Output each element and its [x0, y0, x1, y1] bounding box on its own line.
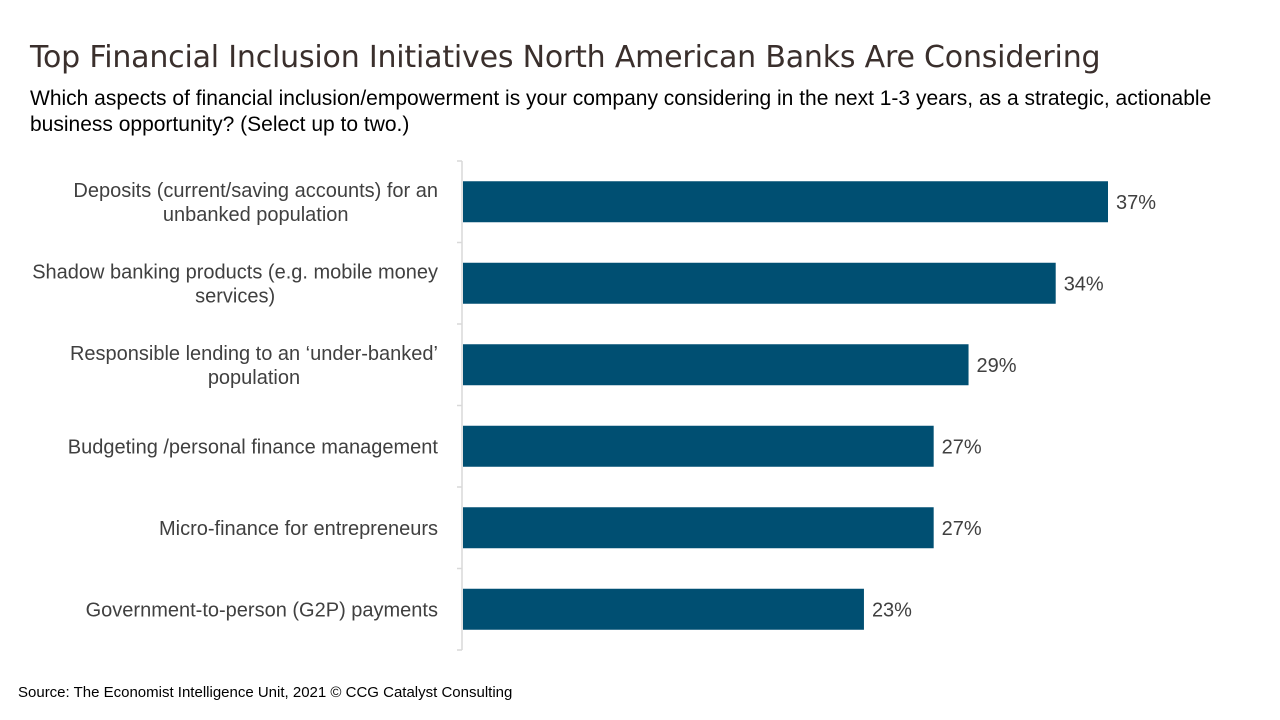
category-label-line: Responsible lending to an ‘under-banked’	[70, 343, 438, 365]
category-label-5: Micro-finance for entrepreneurs	[159, 518, 438, 540]
bar-5	[463, 507, 934, 549]
value-labels: 37% 34% 29% 27% 27% 23%	[872, 192, 1156, 622]
category-label-line: unbanked population	[163, 204, 349, 226]
chart-title: Top Financial Inclusion Initiatives Nort…	[30, 40, 1101, 75]
category-labels: Deposits (current/saving accounts) for a…	[32, 180, 438, 622]
category-label-2: Shadow banking products (e.g. mobile mon…	[32, 261, 438, 307]
value-label-2: 34%	[1064, 273, 1104, 295]
value-label-5: 27%	[942, 518, 982, 540]
bar-4	[463, 425, 934, 467]
value-label-4: 27%	[942, 436, 982, 458]
bar-6	[463, 588, 864, 630]
source-note: Source: The Economist Intelligence Unit,…	[18, 684, 513, 701]
bar-2	[463, 262, 1056, 304]
category-label-line: Shadow banking products (e.g. mobile mon…	[32, 261, 438, 283]
bar-1	[463, 181, 1108, 223]
value-label-3: 29%	[977, 355, 1017, 377]
category-label-1: Deposits (current/saving accounts) for a…	[73, 180, 438, 226]
category-label-3: Responsible lending to an ‘under-banked’…	[70, 343, 438, 389]
category-label-line: Deposits (current/saving accounts) for a…	[73, 180, 438, 202]
bars	[463, 181, 1108, 630]
category-label-line: population	[208, 367, 300, 389]
category-label-line: Government-to-person (G2P) payments	[86, 599, 438, 621]
category-label-6: Government-to-person (G2P) payments	[86, 599, 438, 621]
bar-3	[463, 344, 969, 386]
value-label-1: 37%	[1116, 192, 1156, 214]
category-label-line: services)	[195, 285, 275, 307]
category-label-line: Micro-finance for entrepreneurs	[159, 518, 438, 540]
chart-subtitle: Which aspects of financial inclusion/emp…	[30, 87, 1212, 136]
value-label-6: 23%	[872, 599, 912, 621]
category-label-line: Budgeting /personal finance management	[68, 436, 439, 458]
category-label-4: Budgeting /personal finance management	[68, 436, 439, 458]
category-axis	[457, 160, 463, 651]
